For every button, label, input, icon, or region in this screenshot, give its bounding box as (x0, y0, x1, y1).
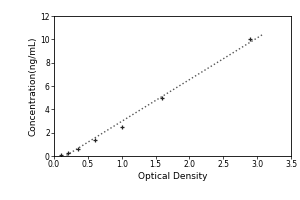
X-axis label: Optical Density: Optical Density (138, 172, 207, 181)
Y-axis label: Concentration(ng/mL): Concentration(ng/mL) (28, 36, 38, 136)
